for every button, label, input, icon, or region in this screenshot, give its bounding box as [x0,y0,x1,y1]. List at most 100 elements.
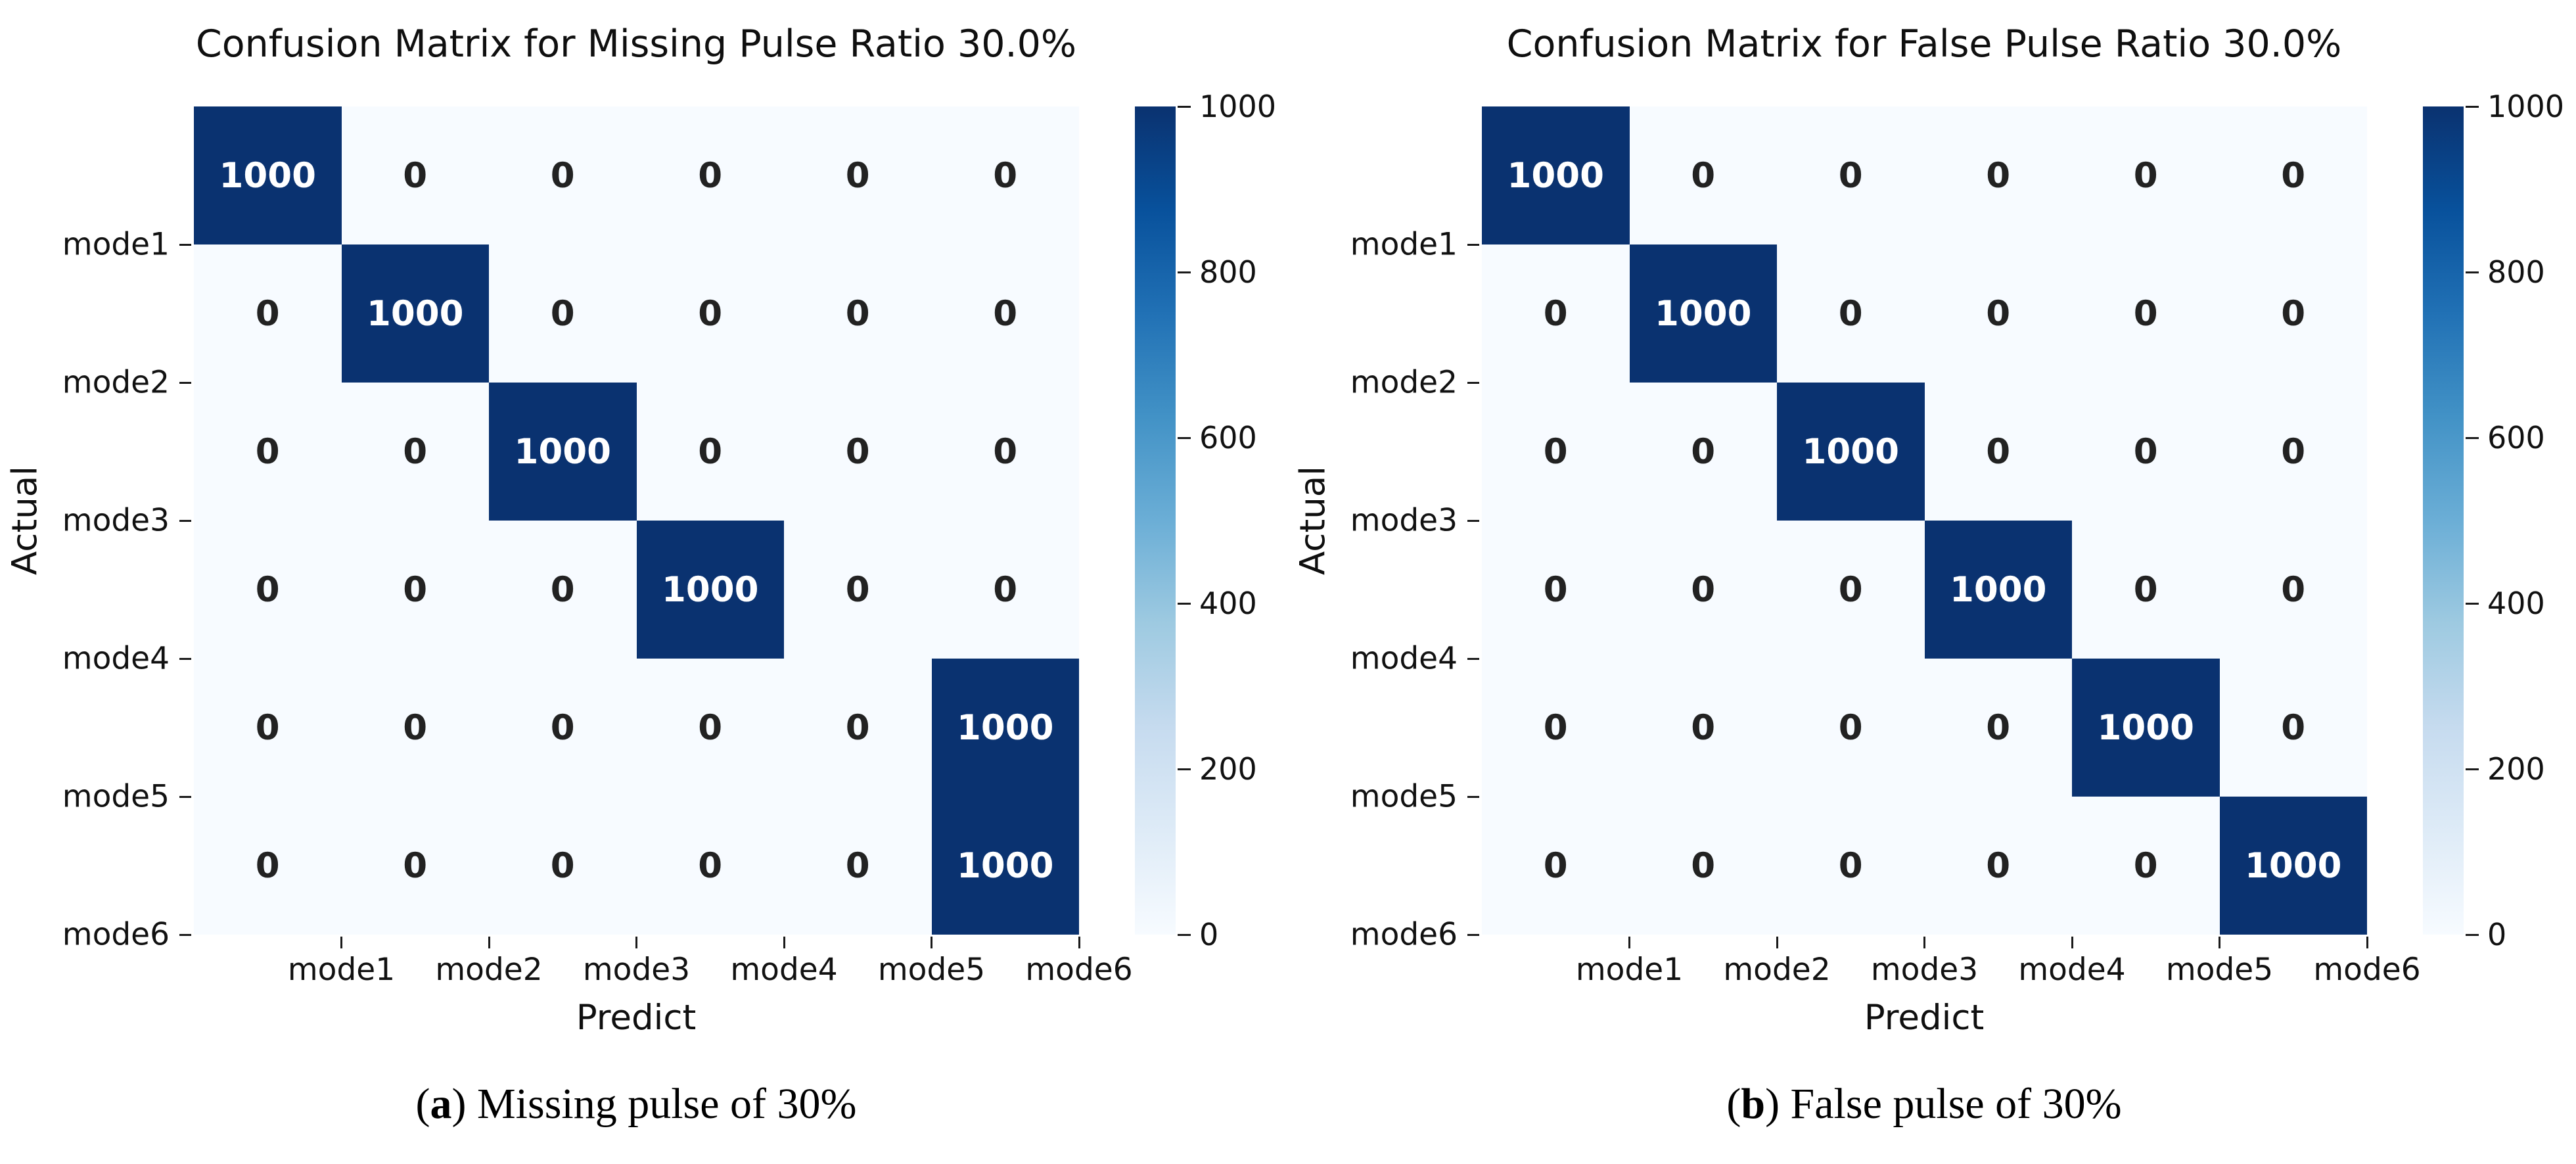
matrix-cell: 1000 [341,244,489,383]
matrix-cell: 0 [2072,797,2220,935]
colorbar-tick-label: 800 [1199,254,1257,290]
x-axis-tick [635,937,637,948]
matrix-cell: 0 [2072,521,2220,659]
y-axis-tick [1467,381,1479,384]
x-tick-label: mode3 [1870,952,1979,988]
matrix-cell: 0 [1924,383,2072,521]
matrix-cell: 0 [784,797,932,935]
matrix-cell: 0 [784,106,932,244]
colorbar-tick [2466,436,2479,439]
colorbar [1135,106,1176,935]
matrix-cell: 0 [2219,106,2367,244]
chart-title: Confusion Matrix for False Pulse Ratio 3… [1506,22,2342,66]
matrix-cell: 1000 [2072,659,2220,797]
matrix-cell: 0 [1629,797,1777,935]
y-tick-label: mode4 [62,640,170,677]
matrix-cell: 0 [1924,244,2072,383]
matrix-cell: 0 [2219,659,2367,797]
y-axis-tick [1467,795,1479,798]
matrix-cell: 0 [784,659,932,797]
matrix-cell: 0 [1924,659,2072,797]
caption-letter: a [430,1080,452,1128]
matrix-cell: 0 [2072,244,2220,383]
x-tick-label: mode4 [2018,952,2126,988]
matrix-cell: 0 [489,244,637,383]
x-axis-tick [1923,937,1925,948]
y-axis-tick [1467,933,1479,936]
matrix-cell: 0 [636,383,784,521]
y-axis-tick [1467,657,1479,660]
x-tick-label: mode5 [877,952,986,988]
colorbar-tick [1178,271,1191,273]
caption-text: Missing pulse of 30% [466,1080,857,1128]
matrix-cell: 0 [1777,659,1925,797]
matrix-cell: 0 [341,383,489,521]
matrix-cell: 0 [1629,106,1777,244]
matrix-cell: 0 [931,383,1079,521]
x-axis-tick [1078,937,1080,948]
x-axis-tick [2219,937,2220,948]
y-tick-label: mode3 [1350,502,1458,539]
colorbar-tick-label: 400 [2487,586,2545,621]
matrix-cell: 1000 [1629,244,1777,383]
matrix-cell: 1000 [1482,106,1630,244]
colorbar-tick [2466,768,2479,770]
matrix-cell: 0 [2219,244,2367,383]
matrix-cell: 0 [341,106,489,244]
x-axis-label: Predict [576,998,697,1038]
matrix-cell: 0 [194,659,342,797]
matrix-cell: 1000 [931,659,1079,797]
matrix-cell: 0 [194,383,342,521]
x-axis-tick [340,937,342,948]
matrix-cell: 1000 [489,383,637,521]
x-axis-label: Predict [1864,998,1985,1038]
matrix-cell: 1000 [931,797,1079,935]
matrix-cell: 0 [1629,521,1777,659]
x-tick-label: mode6 [1025,952,1133,988]
matrix-cell: 0 [341,659,489,797]
x-axis-tick [1628,937,1630,948]
colorbar-tick [1178,602,1191,605]
matrix-cell: 0 [1482,659,1630,797]
x-tick-label: mode3 [582,952,691,988]
x-tick-label: mode6 [2313,952,2421,988]
matrix-cell: 0 [489,106,637,244]
matrix-cell: 0 [1777,244,1925,383]
caption-close-paren: ) [451,1080,467,1128]
matrix-cell: 0 [1482,244,1630,383]
matrix-cell: 0 [1482,521,1630,659]
colorbar-tick [1178,436,1191,439]
matrix-cell: 0 [784,383,932,521]
confusion-matrix: 1000 0 0 0 0 0 0 1000 0 0 0 0 0 0 1000 0 0 0 0 0 0 1000 0 0 0 0 0 0… [1482,106,2367,935]
colorbar-tick [2466,271,2479,273]
y-tick-label: mode4 [1350,640,1458,677]
matrix-cell: 0 [1777,106,1925,244]
matrix-cell: 0 [194,521,342,659]
y-tick-label: mode2 [62,364,170,401]
matrix-cell: 0 [636,797,784,935]
y-axis-tick [1467,243,1479,246]
colorbar-tick-label: 800 [2487,254,2545,290]
matrix-cell: 1000 [194,106,342,244]
x-axis-tick [488,937,490,948]
matrix-cell: 1000 [636,521,784,659]
matrix-cell: 0 [636,659,784,797]
subfigure-caption: (b) False pulse of 30% [1726,1079,2121,1129]
x-axis-tick [783,937,785,948]
y-axis-tick [179,795,191,798]
y-tick-label: mode5 [62,778,170,815]
colorbar-tick-label: 0 [1199,917,1219,952]
y-axis-tick [179,243,191,246]
colorbar-tick-label: 600 [2487,420,2545,455]
colorbar-tick-label: 1000 [1199,89,1277,124]
matrix-cell: 0 [1629,383,1777,521]
matrix-cell: 0 [489,797,637,935]
matrix-cell: 0 [1777,797,1925,935]
colorbar-tick-label: 200 [1199,751,1257,787]
y-axis-tick [179,381,191,384]
x-axis-tick [2071,937,2073,948]
matrix-cell: 0 [1924,106,2072,244]
x-axis-tick [931,937,932,948]
y-tick-label: mode6 [1350,916,1458,953]
matrix-cell: 1000 [2219,797,2367,935]
